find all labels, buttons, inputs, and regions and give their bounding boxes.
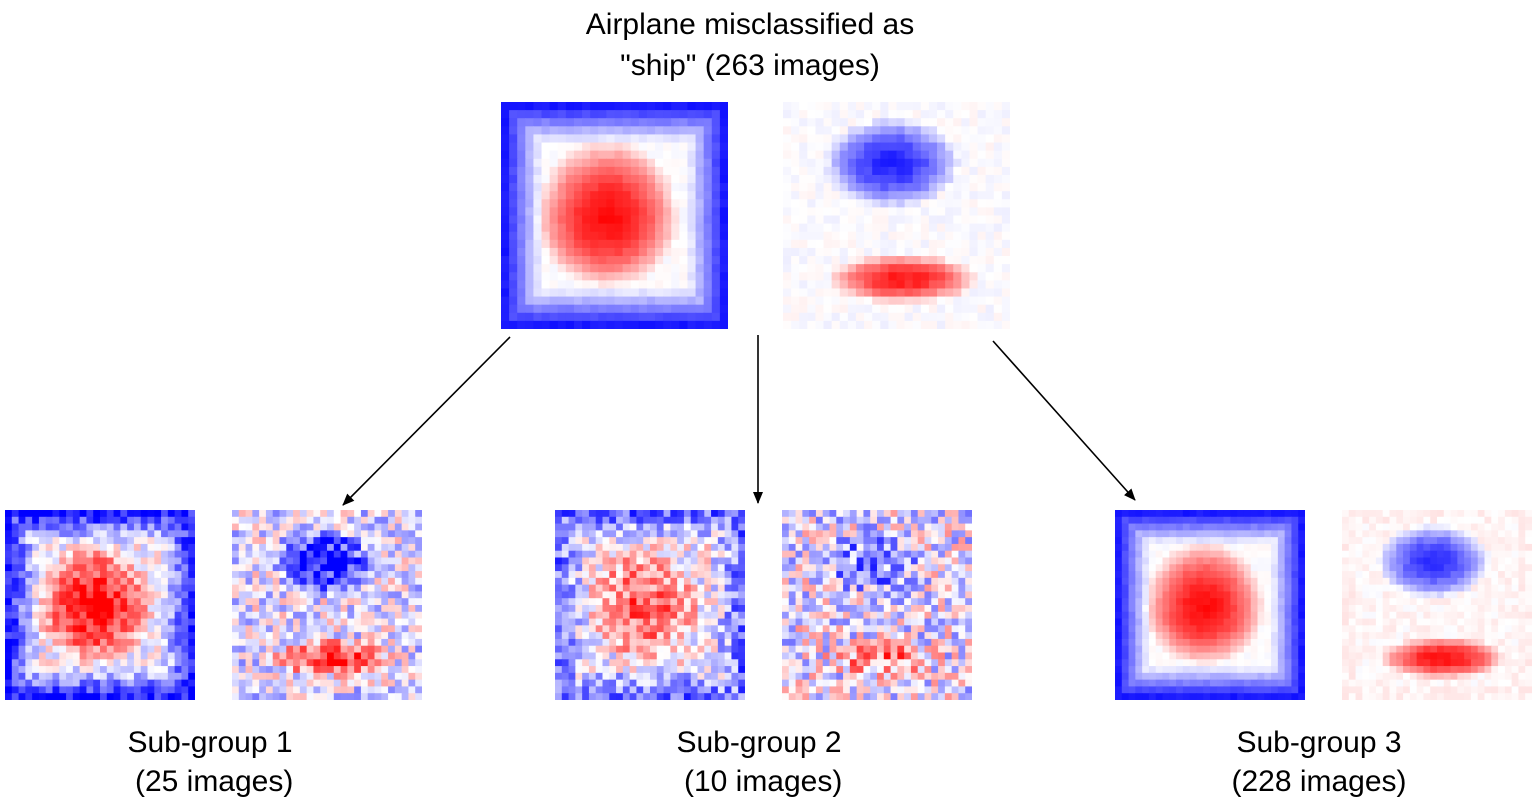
subgroup-3-label: Sub-group 3 xyxy=(1139,723,1499,762)
arrow-to-subgroup-3 xyxy=(993,341,1135,500)
parent-heatmap-split xyxy=(783,102,1010,329)
subgroup-2-label: Sub-group 2 xyxy=(579,723,939,762)
parent-title-line-1: Airplane misclassified as xyxy=(450,4,1050,45)
parent-title-line-2: "ship" (263 images) xyxy=(450,45,1050,86)
subgroup-3-caption: Sub-group 3 (228 images) xyxy=(1139,723,1499,801)
subgroup-2-heatmap-split xyxy=(782,510,972,700)
subgroup-3-count: (228 images) xyxy=(1139,762,1499,801)
subgroup-1-count: (25 images) xyxy=(30,762,390,801)
subgroup-1-caption: Sub-group 1 (25 images) xyxy=(30,723,390,801)
subgroup-3-heatmap-centered xyxy=(1115,510,1305,700)
subgroup-3-heatmap-split xyxy=(1342,510,1532,700)
subgroup-1-heatmap-centered xyxy=(5,510,195,700)
parent-heatmap-centered xyxy=(501,102,728,329)
subgroup-2-caption: Sub-group 2 (10 images) xyxy=(579,723,939,801)
subgroup-2-heatmap-centered xyxy=(555,510,745,700)
subgroup-1-label: Sub-group 1 xyxy=(30,723,390,762)
parent-title: Airplane misclassified as "ship" (263 im… xyxy=(450,4,1050,86)
subgroup-2-count: (10 images) xyxy=(579,762,939,801)
arrow-to-subgroup-1 xyxy=(343,337,510,505)
subgroup-1-heatmap-split xyxy=(232,510,422,700)
